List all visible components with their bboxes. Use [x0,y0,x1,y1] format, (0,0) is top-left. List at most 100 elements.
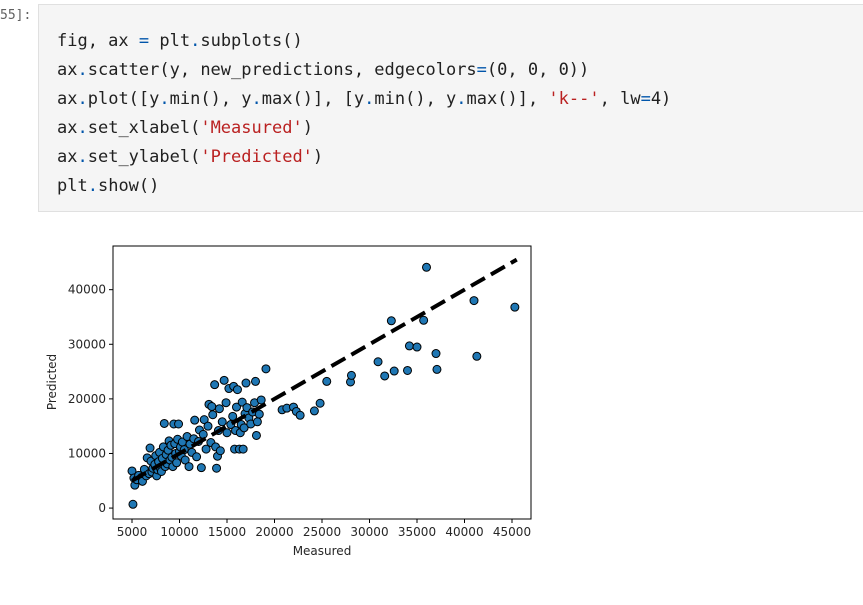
scatter-point [252,417,262,427]
scatter-point [219,375,229,385]
x-tick-label: 45000 [493,525,531,539]
code-editor[interactable]: fig, ax = plt.subplots() ax.scatter(y, ne… [57,27,671,201]
code-operator: = [138,31,150,51]
x-tick-label: 5000 [117,525,148,539]
scatter-point [386,316,396,326]
y-tick-label: 20000 [68,392,106,406]
scatter-point [239,423,249,433]
scatter-point [212,463,222,473]
code-operator: . [77,89,88,109]
x-tick-label: 30000 [350,525,388,539]
scatter-point [228,411,238,421]
scatter-point [199,415,209,425]
code-token: ax [57,89,78,109]
y-tick-label: 30000 [68,337,106,351]
code-token: set_xlabel( [87,118,201,138]
x-tick-label: 10000 [160,525,198,539]
scatter-point [256,395,266,405]
y-tick-label: 40000 [68,283,106,297]
scatter-point [210,380,220,390]
scatter-point [422,262,431,272]
x-ticks: 5000 10000 15000 20000 25000 30000 35000 40000 4… [117,519,531,539]
scatter-point [222,428,232,438]
scatter-point [261,364,271,374]
scatter-point [203,421,213,431]
scatter-point [412,342,422,352]
code-cell[interactable]: fig, ax = plt.subplots() ax.scatter(y, ne… [38,4,863,212]
code-operator: = [640,89,651,109]
code-operator: . [364,89,375,109]
scatter-point [404,341,414,351]
y-tick-label: 10000 [68,446,106,460]
code-token: , lw [599,89,641,109]
code-token: ax [57,118,78,138]
code-line: ax.set_ylabel('Predicted') [57,143,671,172]
code-operator: = [476,60,487,80]
scatter-points [127,262,520,509]
code-operator: . [251,89,262,109]
scatter-point [184,462,194,472]
code-token: (0, 0, 0)) [486,60,590,80]
scatter-point [217,417,227,427]
scatter-point [472,351,482,361]
code-line: ax.plot([y.min(), y.max()], [y.min(), y.… [57,85,671,114]
scatter-point [431,349,441,359]
y-tick-label: 0 [98,501,106,515]
scatter-point [510,302,520,312]
scatter-point [380,371,390,381]
x-tick-label: 40000 [445,525,483,539]
code-token: set_ylabel( [87,147,201,167]
scatter-point [159,418,169,428]
code-string: 'k--' [548,89,600,109]
code-token: plt [57,176,88,196]
code-line: ax.set_xlabel('Measured') [57,114,671,143]
scatter-point [207,402,217,412]
code-token: min(), y [374,89,457,109]
scatter-point [403,365,412,375]
x-axis-label: Measured [293,544,352,558]
scatter-point [238,444,248,454]
code-string: 'Predicted' [200,147,313,167]
scatter-point [172,458,182,468]
code-operator: . [77,147,88,167]
scatter-point [309,406,319,416]
code-token: ax [57,60,78,80]
scatter-point [180,455,190,465]
code-token: ax [57,147,78,167]
x-tick-label: 20000 [255,525,293,539]
code-operator: . [190,31,201,51]
scatter-point [251,430,261,440]
scatter-point [198,429,208,439]
code-token: ) [302,118,313,138]
code-token: plt [149,31,191,51]
plot-area [112,245,532,520]
scatter-plot: 5000 10000 15000 20000 25000 30000 35000 40000 4… [45,245,532,558]
scatter-point [419,315,429,325]
y-axis-label: Predicted [45,354,59,410]
scatter-point [346,370,356,380]
code-token: max()], [y [261,89,365,109]
scatter-point [215,446,225,456]
scatter-point [232,402,241,412]
x-tick-label: 35000 [398,525,436,539]
scatter-point [241,378,251,388]
code-token: ) [312,147,324,167]
code-line: plt.show() [57,172,671,201]
scatter-point [208,410,218,420]
scatter-point [254,409,264,419]
scatter-point [322,376,332,386]
code-string: 'Measured' [200,118,303,138]
code-operator: . [159,89,170,109]
code-token: subplots() [200,31,303,51]
x-tick-label: 25000 [303,525,341,539]
code-token: fig, ax [57,31,139,51]
scatter-point [190,415,200,425]
y-ticks: 0 10000 20000 30000 40000 [68,283,113,515]
code-line: ax.scatter(y, new_predictions, edgecolor… [57,56,671,85]
scatter-point [201,444,211,454]
code-token: plot([y [87,89,160,109]
code-operator: . [77,60,88,80]
x-tick-label: 15000 [208,525,246,539]
code-token: scatter(y, new_predictions, edgecolors [87,60,477,80]
code-token: show() [97,176,160,196]
